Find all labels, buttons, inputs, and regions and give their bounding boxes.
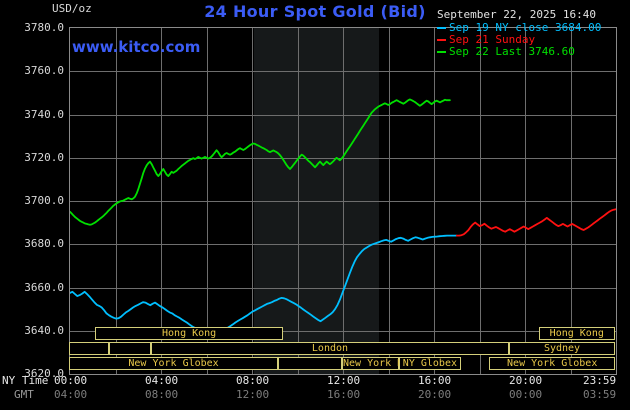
y-axis-tick: 3720.0 (24, 150, 64, 164)
session-bar-segment (278, 357, 342, 370)
grid-line-vertical (389, 28, 390, 374)
grid-line-vertical (571, 28, 572, 374)
x-axis-tick-gmt: 00:00 (509, 388, 543, 401)
grid-line-vertical (525, 28, 526, 374)
session-bar-hong-kong: Hong Kong (538, 327, 615, 340)
x-axis-tick-gmt: 16:00 (327, 388, 361, 401)
grid-line-vertical (207, 28, 208, 374)
x-axis-tick-ny: 20:00 (509, 374, 543, 387)
session-bar-new-york-nymex: New York NYMEX (342, 357, 428, 370)
price-line-sep-22-last (70, 98, 451, 226)
legend-label: Sep 19 NY close 3684.00 (449, 21, 602, 34)
grid-line-vertical (252, 28, 253, 374)
price-line-sep-21-sunday (455, 208, 616, 237)
grid-line-vertical (480, 28, 481, 374)
session-bar-new-york-globex: New York Globex (489, 357, 615, 370)
legend-label: Sep 21 Sunday (449, 33, 536, 46)
page-title: 24 Hour Spot Gold (Bid) (204, 2, 426, 21)
x-axis-tick-gmt: 03:59 (583, 388, 617, 401)
session-bar-segment (108, 342, 151, 355)
y-axis-tick: 3660.0 (24, 280, 64, 294)
session-bar-segment (69, 342, 109, 355)
x-axis-tick-ny: 12:00 (327, 374, 361, 387)
legend-label: Sep 22 Last 3746.60 (449, 45, 575, 58)
y-axis-tick: 3640.0 (24, 323, 64, 337)
legend-swatch-last (437, 51, 446, 53)
legend-item-last: Sep 22 Last 3746.60 (437, 46, 617, 58)
trading-session-bars: Hong Kong London New York Globex New York N… (69, 327, 617, 373)
grid-line-vertical (116, 28, 117, 374)
y-axis-unit-label: USD/oz (52, 2, 92, 15)
session-bar-ny-globex: NY Globex (398, 357, 462, 370)
y-axis-tick: 3680.0 (24, 237, 64, 251)
x-axis-tick-gmt: 12:00 (236, 388, 270, 401)
grid-line-vertical (298, 28, 299, 374)
legend-item-prev-close: Sep 19 NY close 3684.00 (437, 22, 617, 34)
session-bar-london: London (150, 342, 510, 355)
grid-line-vertical (161, 28, 162, 374)
x-axis-tick-gmt: 20:00 (418, 388, 452, 401)
session-bar-sydney: Sydney (509, 342, 615, 355)
x-axis-tick-ny: 04:00 (145, 374, 179, 387)
legend: Sep 19 NY close 3684.00 Sep 21 Sunday Sep … (437, 22, 617, 58)
legend-swatch-prev-close (437, 27, 446, 29)
session-bar-hong-kong: Hong Kong (95, 327, 284, 340)
quote-datetime: September 22, 2025 16:40 (437, 8, 596, 21)
price-line-sep-19-ny-close (70, 234, 458, 337)
x-axis-tick-gmt: 08:00 (145, 388, 179, 401)
x-axis-tick-ny: 23:59 (583, 374, 617, 387)
kitco-watermark: www.kitco.com (72, 38, 201, 56)
y-axis-tick: 3620.0 (24, 367, 64, 380)
y-axis-tick: 3740.0 (24, 107, 64, 121)
x-axis-ny-row-label: NY Time (2, 374, 49, 387)
x-axis-tick-ny: 00:00 (54, 374, 88, 387)
x-axis-tick-gmt: 04:00 (54, 388, 88, 401)
y-axis-labels: 3780.0 3760.0 3740.0 3720.0 3700.0 3680.0 3660… (0, 0, 64, 410)
y-axis-tick: 3700.0 (24, 194, 64, 207)
x-axis-labels: NY Time GMT 00:00 04:00 08:00 12:00 16:00 20:… (0, 374, 630, 410)
y-axis-tick: 3780.0 (24, 21, 64, 34)
x-axis-tick-ny: 16:00 (418, 374, 452, 387)
legend-item-sunday: Sep 21 Sunday (437, 34, 617, 46)
x-axis-gmt-row-label: GMT (14, 388, 34, 401)
grid-line-vertical (343, 28, 344, 374)
grid-line-vertical (434, 28, 435, 374)
plot-area (69, 27, 617, 375)
y-axis-tick: 3760.0 (24, 64, 64, 78)
legend-swatch-sunday (437, 39, 446, 41)
x-axis-tick-ny: 08:00 (236, 374, 270, 387)
session-bar-new-york-globex: New York Globex (69, 357, 279, 370)
price-series-layer (70, 98, 616, 337)
